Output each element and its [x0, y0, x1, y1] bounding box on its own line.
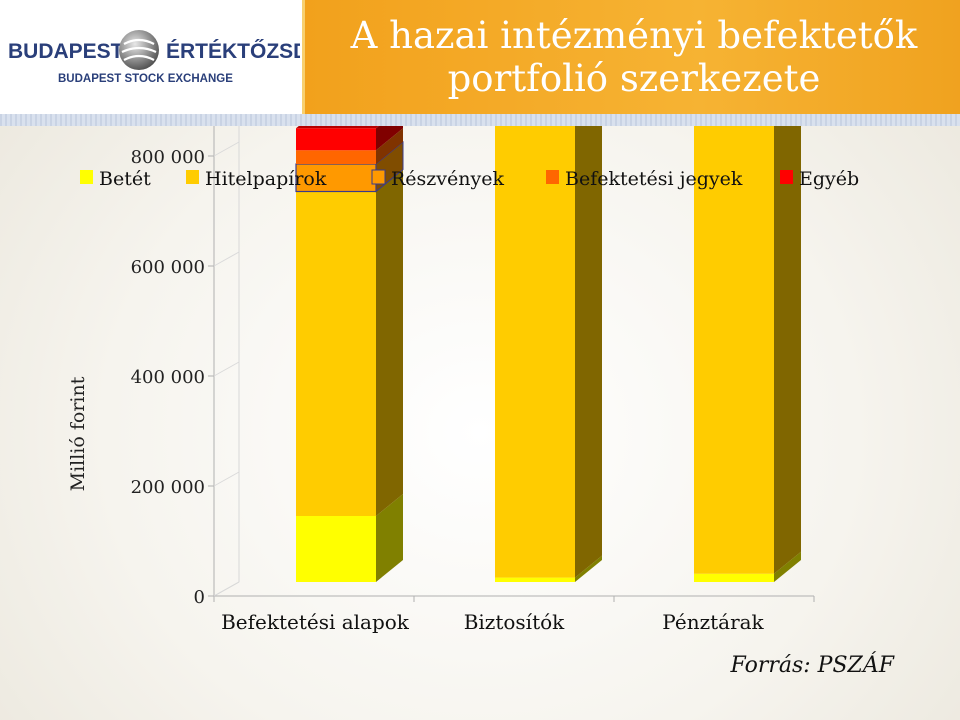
logo-subtitle: BUDAPEST STOCK EXCHANGE — [58, 73, 233, 85]
title-box: A hazai intézményi befektetők portfolió … — [302, 0, 960, 114]
page-title-line-1: A hazai intézményi befektetők — [350, 14, 918, 57]
logo-globe-icon — [119, 30, 159, 70]
bar-side-face — [376, 169, 403, 516]
bar-side-face — [774, 551, 801, 582]
gridline-diagonal — [213, 361, 240, 377]
bar-segment — [296, 150, 376, 164]
legend-swatch — [546, 170, 559, 184]
y-tick-label: 400 000 — [131, 367, 205, 388]
header: BUDAPESTI ÉRTÉKTŐZSDE BUDAPEST STOCK EXC… — [0, 0, 960, 126]
y-tick-label: 800 000 — [131, 147, 205, 168]
source-note: Forrás: PSZÁF — [730, 653, 894, 678]
bar-segment — [495, 577, 575, 582]
gridline-diagonal — [213, 471, 240, 487]
gridline-diagonal — [213, 141, 240, 157]
bar-side-face — [376, 494, 403, 582]
bar-side-face — [575, 126, 602, 578]
bar-segment — [296, 516, 376, 582]
legend-swatch — [780, 170, 793, 184]
legend-swatch — [186, 170, 199, 184]
legend-swatch — [80, 170, 93, 184]
bar-segment — [295, 163, 377, 193]
bar-side-face — [376, 128, 403, 164]
bar-side-face — [774, 126, 801, 574]
gridline-diagonal — [213, 251, 240, 267]
y-tick-label: 0 — [194, 587, 205, 608]
header-divider — [0, 114, 960, 126]
legend-label: Betét — [99, 168, 151, 190]
bar-segment — [694, 573, 774, 582]
legend-swatch — [371, 169, 386, 185]
bar-side-face — [376, 126, 403, 151]
gridline-diagonal — [213, 581, 240, 597]
legend-label: Befektetési jegyek — [565, 168, 743, 190]
y-axis-label: Millió forint — [67, 376, 89, 491]
x-category-label: Pénztárak — [662, 610, 764, 634]
legend-label: Hitelpapírok — [205, 168, 327, 190]
x-category-label: Biztosítók — [464, 610, 565, 634]
bar-segment — [694, 126, 774, 574]
bar-segment — [296, 128, 376, 151]
bse-logo: BUDAPESTI ÉRTÉKTŐZSDE BUDAPEST STOCK EXC… — [8, 30, 300, 85]
x-category-label: Befektetési alapok — [221, 610, 410, 634]
logo-text-left: BUDAPESTI — [8, 40, 129, 63]
logo-text-right: ÉRTÉKTŐZSDE — [166, 40, 300, 63]
page-title-line-2: portfolió szerkezete — [447, 57, 821, 100]
legend-label: Egyéb — [799, 168, 859, 190]
y-tick-label: 200 000 — [131, 477, 205, 498]
bar-side-face — [575, 555, 602, 582]
bar-segment — [495, 126, 575, 578]
bar-top-face — [296, 126, 379, 129]
legend-label: Részvények — [391, 168, 505, 190]
y-tick-label: 600 000 — [131, 257, 205, 278]
bar-segment — [296, 191, 376, 516]
